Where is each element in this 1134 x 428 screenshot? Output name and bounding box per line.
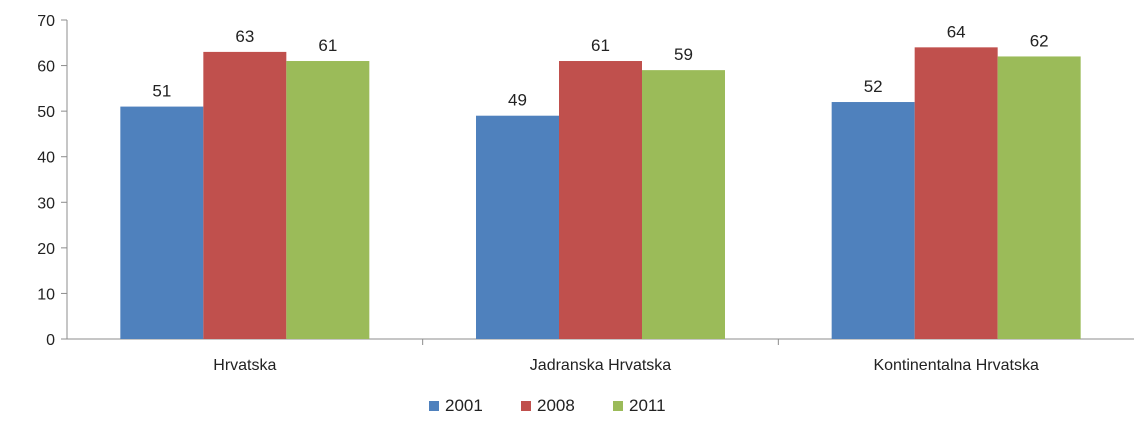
data-label: 64 — [947, 22, 966, 41]
axes: 0 10 20 30 40 50 60 70 Hrvatska Jadranska Hrvatsk… — [37, 13, 1134, 374]
y-tick-label: 20 — [37, 241, 55, 258]
data-label: 61 — [591, 36, 610, 55]
legend-label: 2011 — [629, 396, 666, 415]
legend-swatch — [429, 401, 439, 411]
legend: 2001 2008 2011 — [429, 396, 666, 415]
data-label: 61 — [318, 36, 337, 55]
y-tick-label: 0 — [46, 332, 55, 349]
bar-2011-2 — [997, 56, 1081, 339]
y-tick-label: 60 — [37, 59, 55, 76]
category-label: Kontinentalna Hrvatska — [873, 357, 1039, 374]
bars — [120, 47, 1081, 340]
category-label: Jadranska Hrvatska — [530, 357, 671, 374]
bar-2011-1 — [642, 70, 725, 339]
legend-swatch — [521, 401, 531, 411]
bar-2001-2 — [831, 102, 915, 340]
legend-label: 2008 — [537, 396, 575, 415]
bar-2008-0 — [203, 51, 287, 340]
data-label: 51 — [152, 82, 171, 101]
y-tick-label: 10 — [37, 286, 55, 303]
legend-label: 2001 — [445, 396, 483, 415]
y-tick-label: 40 — [37, 150, 55, 167]
y-tick-label: 70 — [37, 13, 55, 30]
bar-2011-0 — [286, 61, 370, 340]
data-label: 62 — [1030, 31, 1049, 50]
legend-swatch — [613, 401, 623, 411]
y-tick-label: 30 — [37, 195, 55, 212]
data-label: 52 — [864, 77, 883, 96]
data-label: 49 — [508, 91, 527, 110]
bar-2001-0 — [120, 106, 204, 339]
y-tick-label: 50 — [37, 104, 55, 121]
category-label: Hrvatska — [213, 357, 276, 374]
bar-2001-1 — [476, 115, 559, 339]
data-labels: 51 63 61 49 61 59 52 64 62 — [152, 22, 1048, 109]
bar-2008-1 — [559, 61, 642, 340]
bar-2008-2 — [914, 47, 998, 339]
data-label: 59 — [674, 45, 693, 64]
data-label: 63 — [235, 27, 254, 46]
